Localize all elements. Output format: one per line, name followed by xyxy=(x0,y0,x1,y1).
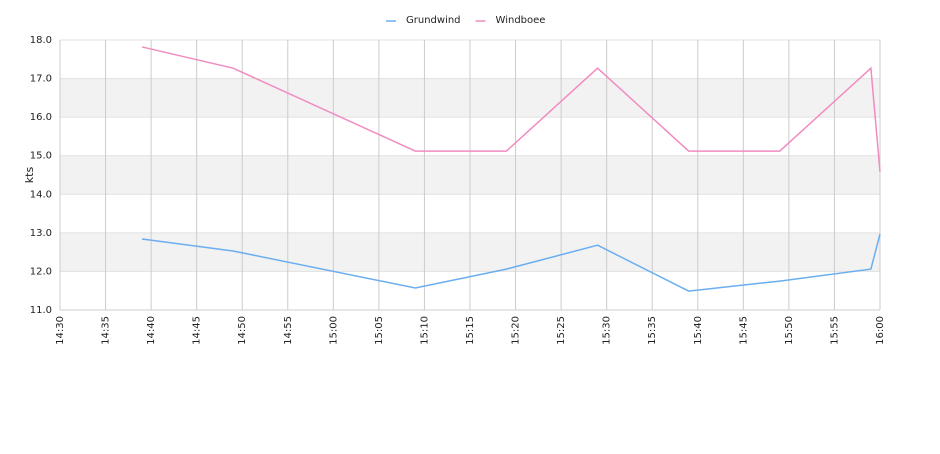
x-tick-label: 15:55 xyxy=(829,316,840,345)
x-tick-label: 15:35 xyxy=(647,316,658,345)
legend-label: Grundwind xyxy=(406,15,461,26)
x-tick-label: 15:40 xyxy=(693,316,704,345)
y-tick-label: 18.0 xyxy=(30,35,52,46)
y-tick-label: 11.0 xyxy=(30,305,52,316)
x-tick-label: 15:00 xyxy=(328,316,339,345)
y-tick-label: 17.0 xyxy=(30,74,52,85)
y-axis-label: kts xyxy=(23,167,36,184)
x-tick-label: 15:25 xyxy=(556,316,567,345)
x-tick-label: 15:30 xyxy=(602,316,613,345)
x-tick-label: 15:05 xyxy=(374,316,385,345)
legend-label: Windboee xyxy=(496,15,546,26)
x-tick-label: 14:45 xyxy=(192,316,203,345)
x-tick-label: 15:15 xyxy=(465,316,476,345)
x-tick-label: 15:50 xyxy=(784,316,795,345)
y-tick-label: 14.0 xyxy=(30,189,52,200)
x-tick-label: 14:55 xyxy=(283,316,294,345)
x-tick-label: 15:20 xyxy=(511,316,522,345)
y-tick-label: 15.0 xyxy=(30,151,52,162)
y-tick-label: 16.0 xyxy=(30,112,52,123)
y-tick-label: 13.0 xyxy=(30,228,52,239)
series-line xyxy=(141,46,881,172)
x-tick-label: 14:40 xyxy=(146,316,157,345)
y-tick-label: 12.0 xyxy=(30,266,52,277)
x-tick-label: 15:45 xyxy=(738,316,749,345)
x-tick-label: 14:35 xyxy=(101,316,112,345)
x-tick-label: 15:10 xyxy=(419,316,430,345)
x-tick-label: 14:50 xyxy=(237,316,248,345)
x-tick-label: 14:30 xyxy=(55,316,66,345)
x-tick-label: 16:00 xyxy=(875,316,886,345)
series-line xyxy=(141,233,881,292)
